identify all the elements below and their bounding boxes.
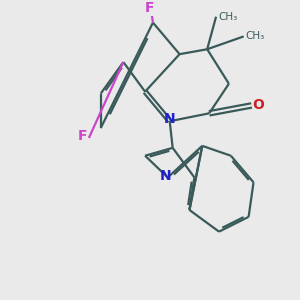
Text: N: N xyxy=(160,169,172,183)
Text: N: N xyxy=(164,112,176,126)
Text: F: F xyxy=(145,2,155,15)
Text: F: F xyxy=(77,129,87,143)
Text: CH₃: CH₃ xyxy=(245,32,265,41)
Text: O: O xyxy=(252,98,264,112)
Text: CH₃: CH₃ xyxy=(218,12,237,22)
